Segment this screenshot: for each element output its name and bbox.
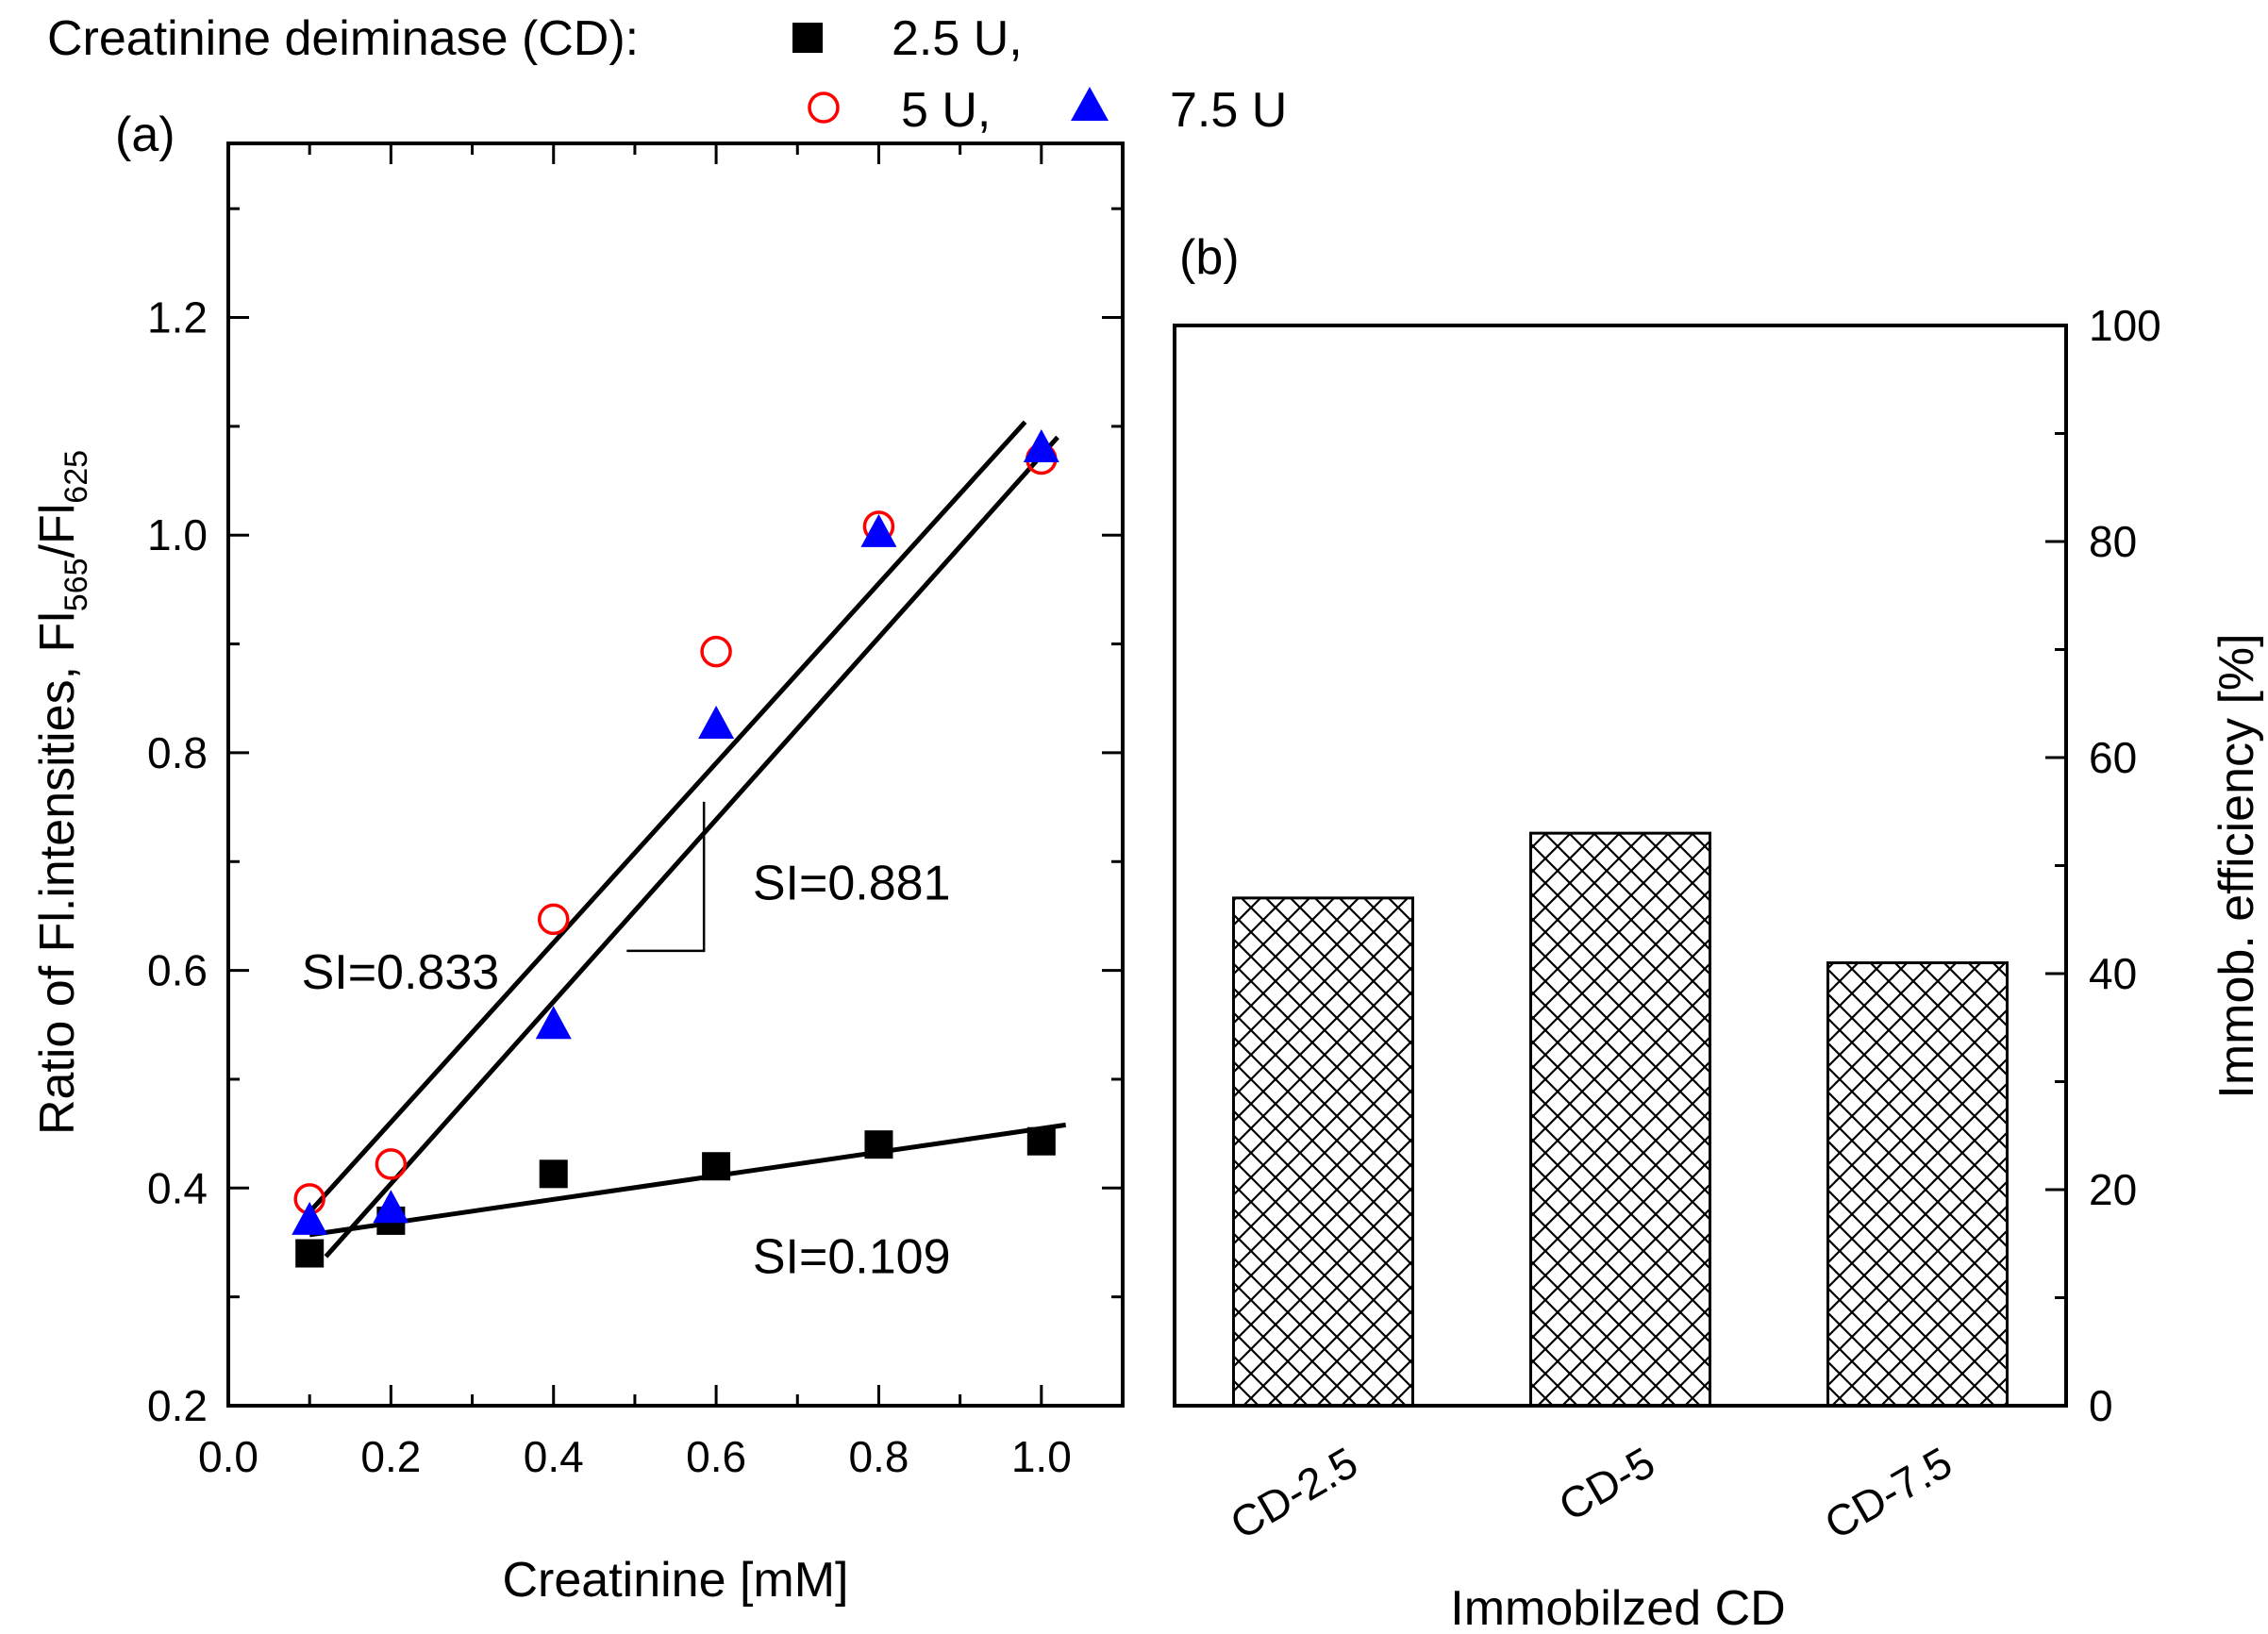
legend: Creatinine deiminase (CD): 2.5 U, 5 U, 7…: [47, 11, 1287, 138]
panel-a-y-tick-labels: 0.2 0.4 0.6 0.8 1.0 1.2: [147, 293, 208, 1430]
legend-marker-2.5u: [792, 23, 823, 53]
panel-a-fit-lines: [308, 420, 1067, 1259]
x-tick-label: 0.0: [198, 1432, 258, 1481]
y-tick-label: 0.4: [147, 1163, 208, 1212]
x-tick-label: 1.0: [1011, 1432, 1072, 1481]
panel-a-ticks: [226, 143, 1123, 1408]
point-5u: [375, 1148, 408, 1180]
panel-b-x-axis-label: Immobilzed CD: [1450, 1581, 1785, 1634]
legend-label-2.5u: 2.5 U,: [892, 11, 1023, 66]
point-7.5u: [535, 1006, 572, 1040]
y-label-slash-fl: /Fl: [30, 504, 85, 559]
legend-label-7.5u: 7.5 U: [1170, 83, 1287, 138]
si-annotation: SI=0.833: [302, 945, 500, 1000]
panel-a-frame: [226, 142, 1125, 1408]
y-tick-label: 80: [2089, 517, 2137, 566]
legend-marker-5u: [808, 92, 840, 124]
si-annotation: SI=0.109: [753, 1229, 951, 1284]
point-2.5u: [539, 1159, 568, 1189]
y-label-sub-625: 625: [58, 450, 94, 504]
y-tick-label: 1.0: [147, 510, 208, 559]
panel-a-y-axis-label: Ratio of Fl.intensities, Fl565/Fl625: [30, 450, 94, 1135]
point-2.5u: [1026, 1126, 1056, 1156]
y-tick-label: 1.2: [147, 293, 208, 342]
legend-marker-7.5u: [1071, 87, 1109, 121]
panel-b-y-axis-label: Immob. efficiency [%]: [2210, 633, 2264, 1098]
panel-b-ticks: [2045, 324, 2066, 1408]
bar-cd-5: [1529, 831, 1711, 1408]
x-tick-label: 0.6: [686, 1432, 746, 1481]
y-tick-label: 60: [2089, 733, 2137, 782]
point-7.5u: [698, 705, 735, 739]
panel-a-label: (a): [115, 108, 175, 162]
panel-b-bars: [1232, 831, 2009, 1408]
panel-b-x-tick-labels: CD-2.5 CD-5 CD-7.5: [1222, 1438, 1959, 1549]
point-7.5u: [860, 513, 897, 547]
y-label-sub-565: 565: [58, 558, 94, 611]
bar-cd-2.5: [1232, 896, 1414, 1408]
y-tick-label: 20: [2089, 1165, 2137, 1214]
legend-label-5u: 5 U,: [901, 83, 991, 138]
point-5u: [700, 635, 732, 668]
panel-b-y-tick-labels: 0 20 40 60 80 100: [2089, 301, 2161, 1430]
fit-7.5U-line: [324, 435, 1059, 1259]
fit-5U-line: [308, 420, 1027, 1214]
x-tick-label: 0.8: [848, 1432, 909, 1481]
x-tick-label: CD-2.5: [1222, 1438, 1365, 1549]
x-tick-label: 0.2: [360, 1432, 421, 1481]
panel-a: (a) 0.0 0.2 0.4 0.6 0.8 1.0 0.20.40.60.81.01.…: [30, 108, 1125, 1608]
panel-a-x-tick-labels: 0.0 0.2 0.4 0.6 0.8 1.0: [198, 1432, 1072, 1481]
panel-a-x-axis-label: Creatinine [mM]: [503, 1553, 849, 1608]
panel-a-data-points: [292, 428, 1059, 1268]
x-tick-label: CD-5: [1551, 1438, 1663, 1531]
point-7.5u: [373, 1190, 409, 1224]
point-2.5u: [702, 1152, 731, 1181]
x-tick-label: 0.4: [524, 1432, 584, 1481]
panel-a-annotations: SI=0.833 SI=0.881 SI=0.109: [302, 857, 951, 1285]
point-7.5u: [1023, 428, 1059, 462]
y-tick-label: 100: [2089, 301, 2161, 350]
fit-2.5U-line: [309, 1122, 1067, 1238]
si-annotation: SI=0.881: [753, 857, 951, 911]
y-tick-label: 0.2: [147, 1381, 208, 1430]
point-2.5u: [864, 1130, 893, 1159]
y-tick-label: 0: [2089, 1381, 2113, 1430]
legend-title: Creatinine deiminase (CD):: [47, 11, 639, 66]
y-label-main: Ratio of Fl.intensities, Fl: [30, 611, 85, 1135]
y-tick-label: 0.8: [147, 728, 208, 777]
point-7.5u: [292, 1201, 328, 1235]
panel-b: (b) 0 20 40 60 80 100 CD-2.5 CD-5 CD-7.5 Immobi…: [1173, 230, 2264, 1634]
y-tick-label: 40: [2089, 949, 2137, 998]
x-tick-label: CD-7.5: [1816, 1438, 1959, 1549]
y-tick-label: 0.6: [147, 946, 208, 995]
bar-cd-7.5: [1826, 961, 2009, 1408]
point-5u: [537, 903, 570, 936]
slope-triangle: [626, 801, 706, 953]
point-2.5u: [295, 1239, 325, 1268]
panel-b-label: (b): [1179, 230, 1240, 285]
